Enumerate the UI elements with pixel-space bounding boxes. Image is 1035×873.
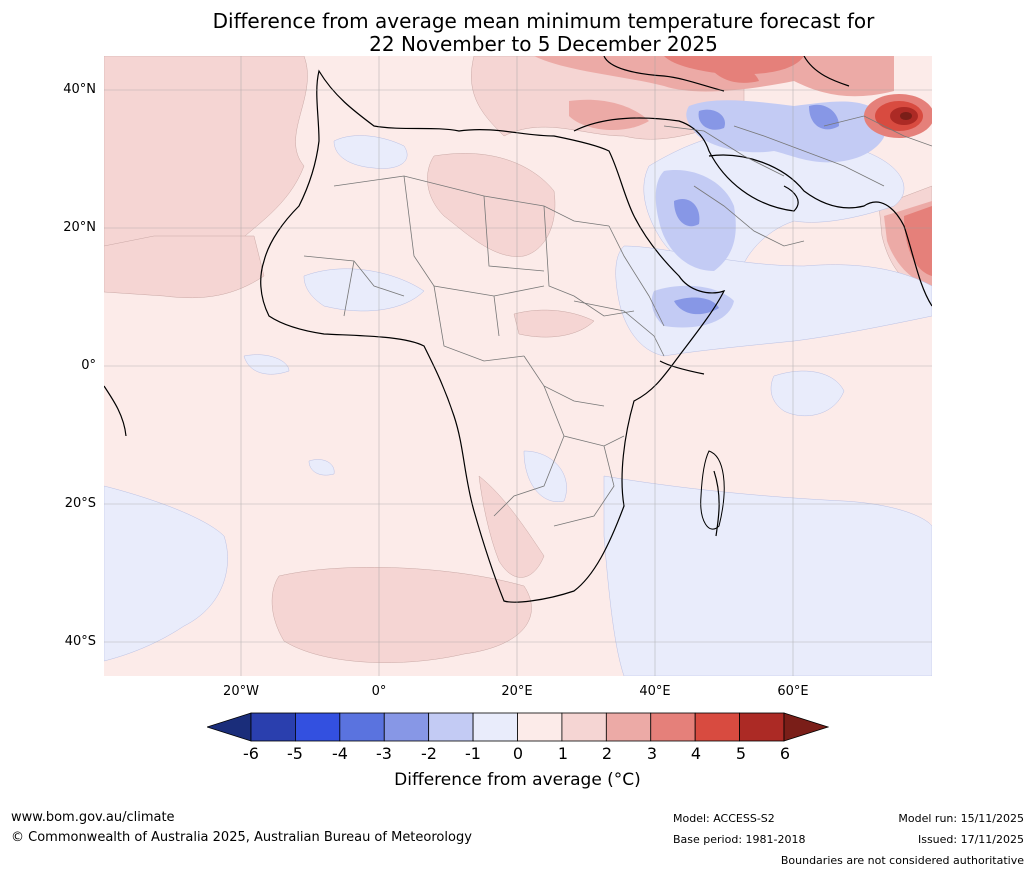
footer-disclaimer: Boundaries are not considered authoritat…: [780, 854, 1024, 867]
anomaly-plus3-4-regions: [664, 56, 932, 276]
lat-label-40n: 40°N: [63, 82, 96, 97]
colorbar-tick: 0: [512, 744, 524, 763]
colorbar-tick: -2: [421, 744, 437, 763]
colorbar-cell: [339, 712, 385, 742]
colorbar-svg: [205, 712, 830, 742]
lon-label-0: 0°: [371, 684, 387, 699]
anomaly-hotspot-tibet: [864, 94, 934, 138]
map-title-line-2: 22 November to 5 December 2025: [369, 32, 718, 56]
lon-label-20e: 20°E: [501, 684, 533, 699]
colorbar-tick: 3: [646, 744, 658, 763]
colorbar-max-arrow: [783, 712, 830, 742]
colorbar-tick: 6: [779, 744, 791, 763]
footer-website-link[interactable]: www.bom.gov.au/climate: [11, 810, 175, 825]
colorbar-cell: [605, 712, 652, 742]
map-title-line-1: Difference from average mean minimum tem…: [212, 9, 875, 33]
lon-label-40e: 40°E: [639, 684, 671, 699]
footer-base-period: Base period: 1981-2018: [673, 833, 806, 846]
colorbar-tick: 4: [690, 744, 702, 763]
footer-model-run: Model run: 15/11/2025: [898, 812, 1024, 825]
anomaly-minus3-2-regions: [674, 104, 839, 315]
colorbar-tick: 5: [735, 744, 747, 763]
colorbar: [205, 712, 830, 748]
graticule: [104, 56, 932, 676]
colorbar-tick: -4: [332, 744, 348, 763]
footer-copyright: © Commonwealth of Australia 2025, Austra…: [11, 830, 472, 845]
lat-label-20n: 20°N: [63, 220, 96, 235]
colorbar-cell: [694, 712, 740, 742]
colorbar-cell: [428, 712, 474, 742]
colorbar-cell: [250, 712, 296, 742]
madagascar-coastline: [700, 450, 725, 530]
colorbar-tick: 2: [601, 744, 613, 763]
colorbar-tick: -3: [376, 744, 392, 763]
colorbar-min-arrow: [205, 712, 252, 742]
colorbar-cell: [383, 712, 430, 742]
footer-model: Model: ACCESS-S2: [673, 812, 775, 825]
colorbar-tick: -1: [465, 744, 481, 763]
colorbar-cell: [739, 712, 785, 742]
colorbar-cell: [561, 712, 607, 742]
colorbar-tick: -5: [287, 744, 303, 763]
colorbar-cell: [472, 712, 518, 742]
colorbar-tick: -6: [243, 744, 259, 763]
colorbar-cell: [650, 712, 696, 742]
map-panel: [103, 55, 934, 677]
coastlines: [103, 55, 933, 603]
lat-label-0: 0°: [81, 358, 96, 373]
footer-issued: Issued: 17/11/2025: [917, 833, 1024, 846]
colorbar-label: Difference from average (°C): [394, 770, 641, 790]
colorbar-cell: [517, 712, 563, 742]
lon-label-20w: 20°W: [223, 684, 259, 699]
colorbar-cell: [295, 712, 341, 742]
lon-label-60e: 60°E: [777, 684, 809, 699]
lat-label-20s: 20°S: [64, 496, 96, 511]
colorbar-tick: 1: [557, 744, 569, 763]
country-borders: [303, 115, 933, 527]
lat-label-40s: 40°S: [64, 634, 96, 649]
forecast-map: [103, 55, 934, 677]
